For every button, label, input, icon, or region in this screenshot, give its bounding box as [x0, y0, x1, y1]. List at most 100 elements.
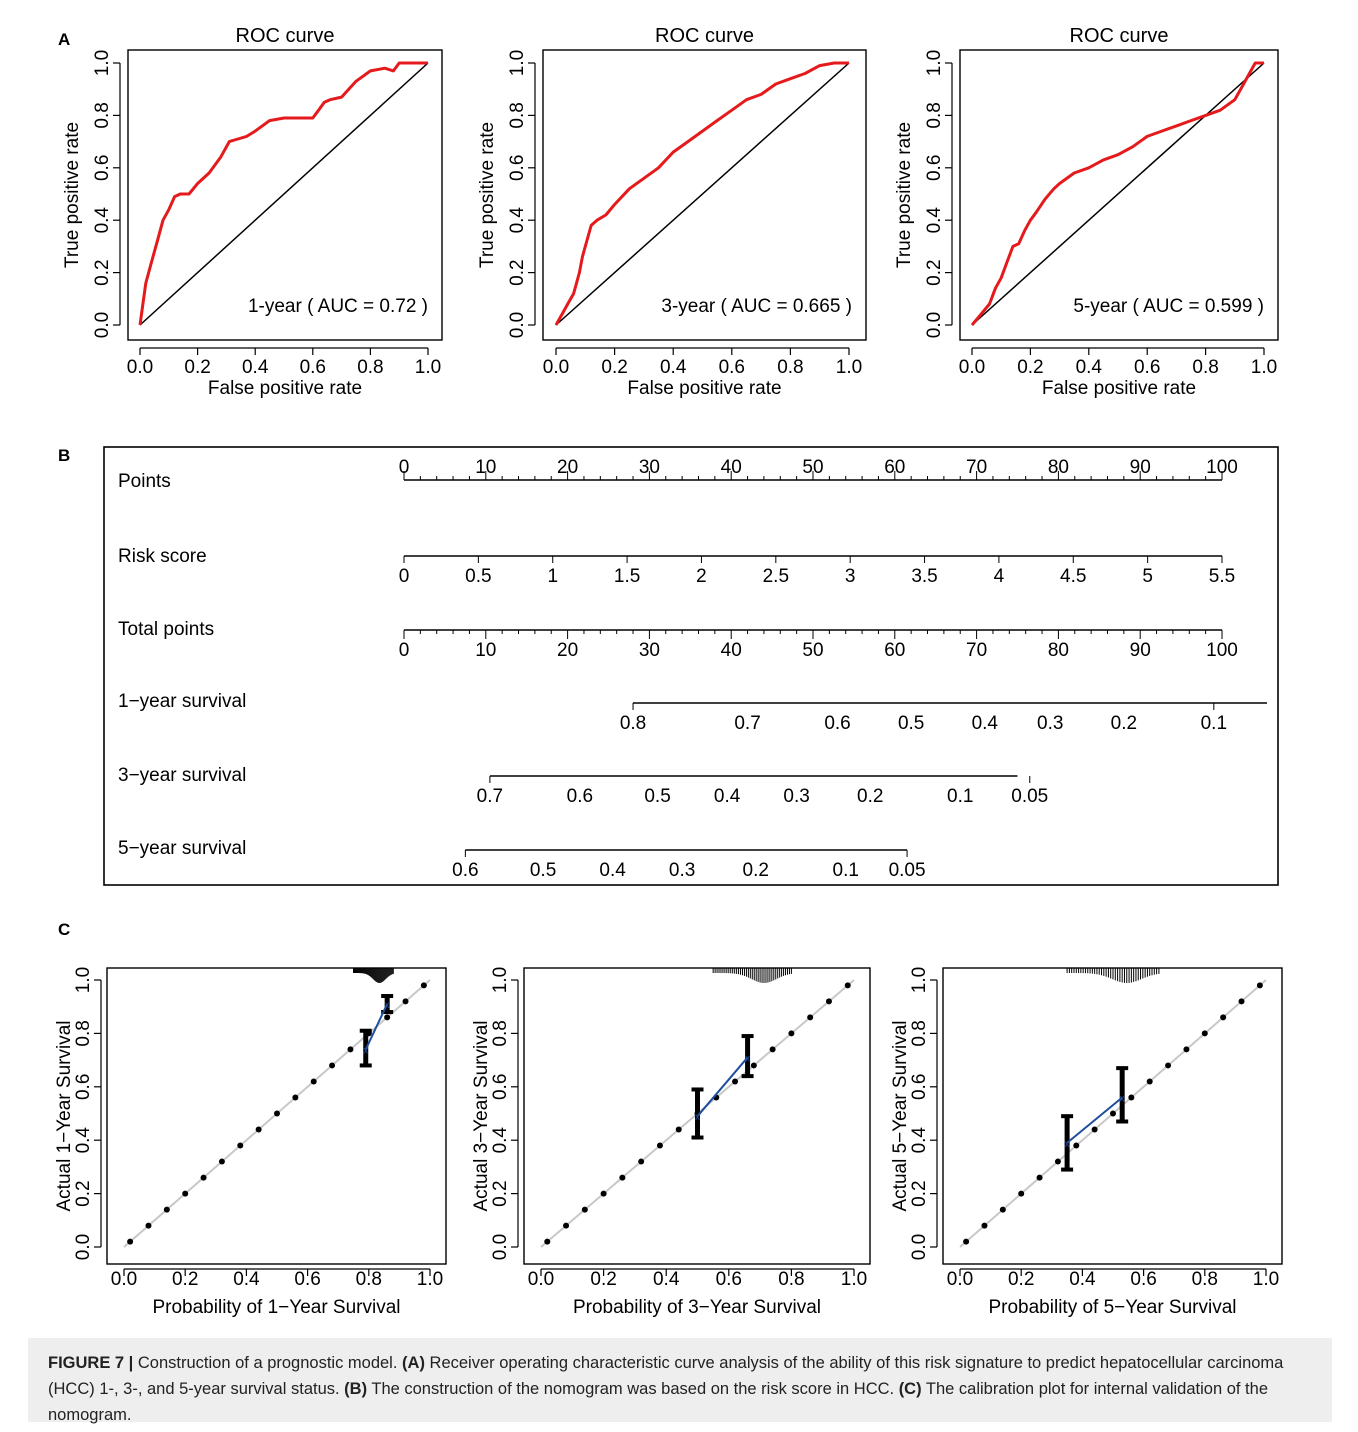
- nomogram-risk-score-tick-label: 0.5: [465, 566, 491, 587]
- calibration-reference-point: [1165, 1062, 1172, 1069]
- auc-annotation: 3-year ( AUC = 0.665 ): [661, 296, 852, 317]
- calibration-y-tick-label: 0.8: [73, 1020, 94, 1046]
- caption-b-text: The construction of the nomogram was bas…: [367, 1380, 899, 1398]
- nomogram-5-year-tick-label: 0.1: [833, 860, 859, 881]
- nomogram-5-year-tick-label: 0.3: [669, 860, 695, 881]
- calibration-reference-point: [600, 1190, 607, 1197]
- calibration-reference-point: [825, 998, 832, 1005]
- caption-c-tag: (C): [898, 1380, 922, 1398]
- roc-x-tick-label: 0.0: [959, 357, 985, 378]
- calibration-y-tick-label: 1.0: [73, 967, 94, 993]
- roc-plot-frame: [127, 49, 443, 341]
- roc-y-tick-label: 0.4: [924, 207, 945, 234]
- calibration-y-tick-label: 0.2: [73, 1180, 94, 1206]
- calibration-reference-point: [237, 1142, 244, 1149]
- roc-x-tick-label: 0.0: [543, 357, 569, 378]
- nomogram-total-points-tick-label: 80: [1048, 640, 1069, 661]
- calibration-reference-point: [732, 1078, 739, 1085]
- nomogram-5-year-tick-label: 0.6: [452, 860, 478, 881]
- roc-y-tick-label: 0.2: [92, 259, 113, 285]
- nomogram-3-year-tick-label: 0.4: [714, 786, 741, 807]
- calibration-observed-line: [696, 1056, 749, 1117]
- nomogram-points-tick-label: 70: [966, 457, 987, 478]
- calibration-reference-point: [981, 1222, 988, 1229]
- calibration-reference-point: [844, 982, 851, 989]
- roc-title: ROC curve: [1070, 25, 1169, 47]
- calibration-y-tick-label: 0.4: [490, 1127, 511, 1154]
- calibration-reference-point: [1091, 1126, 1098, 1133]
- calibration-reference-point: [1146, 1078, 1153, 1085]
- calibration-reference-point: [329, 1062, 336, 1069]
- calibration-reference-point: [255, 1126, 262, 1133]
- calibration-observed-line: [364, 1003, 389, 1050]
- roc-y-tick-label: 1.0: [92, 50, 113, 76]
- calibration-reference-point: [750, 1062, 757, 1069]
- roc-curve: [138, 61, 428, 326]
- nomogram-total-points-tick-label: 30: [639, 640, 660, 661]
- calibration-x-tick-label: 0.6: [716, 1269, 742, 1290]
- roc-x-tick-label: 0.4: [242, 357, 269, 378]
- auc-annotation: 1-year ( AUC = 0.72 ): [248, 296, 428, 317]
- roc-y-tick-label: 0.0: [92, 312, 113, 338]
- nomogram-frame: [103, 446, 1279, 886]
- calibration-x-tick-label: 0.2: [590, 1269, 616, 1290]
- nomogram-1-year-tick-label: 0.8: [620, 713, 646, 734]
- calibration-y-tick-label: 0.0: [73, 1234, 94, 1260]
- roc-curve: [554, 61, 849, 326]
- nomogram-3-year-tick-label: 0.05: [1011, 786, 1048, 807]
- figure-canvas: ROC curve 0.0 0.2 0.4 0.6 0.8 1.0 0.0 0.2 0.4 0.6 0…: [54, 25, 1283, 1318]
- nomogram-risk-score-tick-label: 5.5: [1209, 566, 1235, 587]
- roc-x-tick-label: 0.6: [719, 357, 745, 378]
- calibration-y-tick-label: 0.0: [909, 1234, 930, 1260]
- caption-lead: Construction of a prognostic model.: [133, 1354, 403, 1372]
- calibration-observed-marker: x: [363, 1045, 368, 1056]
- calibration-reference-point: [347, 1046, 354, 1053]
- calibration-x-axis-label: Probability of 3−Year Survival: [573, 1297, 821, 1318]
- panel-label-b: B: [58, 446, 71, 465]
- calibration-y-axis-label: Actual 5−Year Survival: [890, 1021, 911, 1212]
- nomogram-total-points-tick-label: 100: [1206, 640, 1238, 661]
- calibration-reference-point: [1128, 1094, 1135, 1101]
- nomogram-total-points-tick-label: 60: [884, 640, 905, 661]
- calibration-reference-point: [544, 1238, 551, 1245]
- roc-y-axis-label: True positive rate: [477, 122, 498, 268]
- nomogram-3-year-tick-label: 0.3: [783, 786, 809, 807]
- nomogram-risk-score-tick-label: 4: [994, 566, 1005, 587]
- roc-y-tick-label: 0.6: [507, 155, 528, 181]
- roc-x-tick-label: 0.4: [1076, 357, 1103, 378]
- nomogram-risk-score-tick-label: 2.5: [763, 566, 789, 587]
- calibration-reference-point: [163, 1206, 170, 1213]
- roc-x-tick-label: 0.2: [601, 357, 627, 378]
- calibration-reference-point: [218, 1158, 225, 1165]
- caption-a-tag: (A): [402, 1354, 425, 1372]
- nomogram-1-year-tick-label: 0.7: [734, 713, 760, 734]
- nomogram-total-points-tick-label: 40: [721, 640, 742, 661]
- calibration-reference-point: [274, 1110, 280, 1117]
- roc-y-tick-label: 0.6: [92, 155, 113, 181]
- calibration-y-tick-label: 0.2: [909, 1180, 930, 1206]
- roc-x-tick-label: 0.8: [1192, 357, 1218, 378]
- calibration-plot-frame: [523, 967, 871, 1265]
- roc-reference-diagonal: [555, 62, 850, 326]
- calibration-y-tick-label: 0.4: [73, 1127, 94, 1154]
- nomogram-points-tick-label: 20: [557, 457, 578, 478]
- nomogram-points-tick-label: 60: [884, 457, 905, 478]
- calibration-reference-point: [788, 1030, 795, 1037]
- nomogram-total-points-tick-label: 90: [1130, 640, 1151, 661]
- roc-x-axis-label: False positive rate: [627, 378, 781, 399]
- nomogram-1-year-tick-label: 0.6: [824, 713, 850, 734]
- calibration-x-tick-label: 0.0: [111, 1269, 137, 1290]
- calibration-x-tick-label: 0.0: [528, 1269, 554, 1290]
- calibration-observed-marker: x: [1120, 1093, 1125, 1104]
- calibration-reference-point: [675, 1126, 682, 1133]
- nomogram-points-tick-label: 0: [399, 457, 410, 478]
- calibration-reference-point: [310, 1078, 317, 1085]
- nomogram-5-year-tick-label: 0.05: [889, 860, 926, 881]
- roc-x-tick-label: 0.4: [660, 357, 687, 378]
- calibration-x-tick-label: 1.0: [1253, 1269, 1279, 1290]
- roc-x-tick-label: 0.8: [777, 357, 803, 378]
- calibration-y-tick-label: 0.2: [490, 1180, 511, 1206]
- calibration-reference-point: [638, 1158, 645, 1165]
- calibration-x-tick-label: 0.8: [1192, 1269, 1218, 1290]
- nomogram-risk-score-tick-label: 0: [399, 566, 410, 587]
